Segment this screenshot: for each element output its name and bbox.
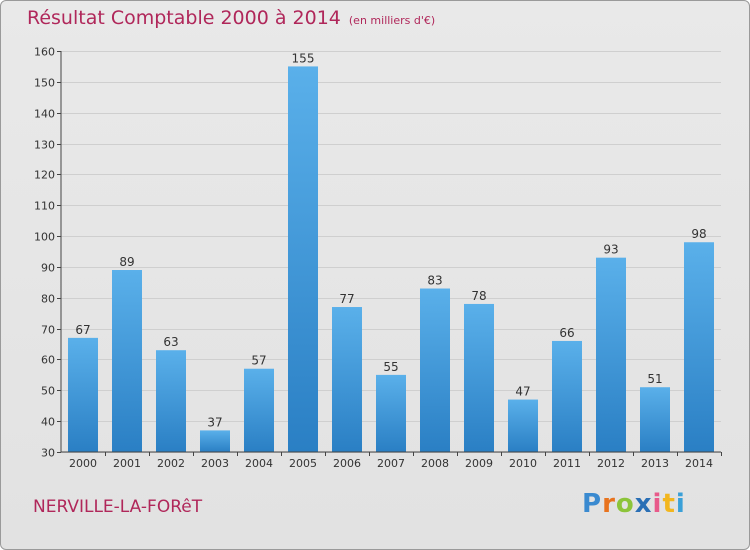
- proxiti-logo: Proxiti: [582, 489, 686, 519]
- chart-title: Résultat Comptable 2000 à 2014 (en millie…: [27, 7, 435, 29]
- data-label-2010: 47: [515, 385, 530, 399]
- data-label-2006: 77: [339, 292, 354, 306]
- x-tick-label: 2012: [597, 457, 625, 470]
- data-label-2000: 67: [75, 323, 90, 337]
- bar-2000: [68, 337, 98, 452]
- y-tick-label: 70: [41, 324, 55, 337]
- y-axis-ticks: 30 40 50 60 70 80 90 100 110 120 130 140 150 160: [34, 46, 61, 460]
- x-tick-label: 2010: [509, 457, 537, 470]
- data-label-2011: 66: [559, 326, 574, 340]
- title-text: Résultat Comptable 2000 à 2014: [27, 7, 341, 29]
- x-tick-label: 2008: [421, 457, 449, 470]
- y-tick-label: 140: [34, 108, 55, 121]
- bar-2005: [288, 66, 318, 452]
- data-label-2007: 55: [383, 360, 398, 374]
- y-tick-label: 160: [34, 46, 55, 59]
- logo-letter: i: [652, 489, 663, 519]
- data-label-2008: 83: [427, 274, 442, 288]
- logo-letter: P: [582, 489, 603, 519]
- bar-2010: [508, 399, 538, 452]
- x-tick-label: 2006: [333, 457, 361, 470]
- bar-2007: [376, 374, 406, 452]
- x-tick-label: 2004: [245, 457, 273, 470]
- x-tick-label: 2014: [685, 457, 713, 470]
- y-tick-label: 150: [34, 77, 55, 90]
- data-label-2014: 98: [691, 227, 706, 241]
- x-tick-label: 2013: [641, 457, 669, 470]
- bar-2011: [552, 340, 582, 452]
- data-label-2002: 63: [163, 335, 178, 349]
- y-tick-label: 30: [41, 447, 55, 460]
- x-tick-label: 2001: [113, 457, 141, 470]
- x-tick-label: 2011: [553, 457, 581, 470]
- data-label-2009: 78: [471, 289, 486, 303]
- data-label-2003: 37: [207, 415, 222, 429]
- data-label-2001: 89: [119, 255, 134, 269]
- bar-2008: [420, 288, 450, 452]
- bar-2009: [464, 303, 494, 452]
- title-unit: (en milliers d'€): [348, 14, 436, 27]
- logo-letter: r: [602, 489, 616, 519]
- x-tick-label: 2002: [157, 457, 185, 470]
- bar-2001: [112, 270, 142, 452]
- logo-letter: x: [634, 489, 653, 519]
- y-tick-label: 40: [41, 416, 55, 429]
- logo-letter: i: [675, 489, 686, 519]
- bar-2006: [332, 307, 362, 452]
- data-label-2013: 51: [647, 372, 662, 386]
- x-tick-label: 2000: [69, 457, 97, 470]
- logo-letter: o: [615, 489, 635, 519]
- logo-letter: t: [662, 489, 676, 519]
- y-tick-label: 130: [34, 139, 55, 152]
- x-tick-label: 2003: [201, 457, 229, 470]
- bar-2002: [156, 350, 186, 452]
- x-tick-label: 2009: [465, 457, 493, 470]
- y-tick-label: 80: [41, 293, 55, 306]
- bar-2014: [684, 242, 714, 452]
- y-tick-label: 60: [41, 354, 55, 367]
- bar-2012: [596, 257, 626, 452]
- data-label-2005: 155: [292, 51, 315, 65]
- bar-2003: [200, 430, 230, 452]
- y-tick-label: 90: [41, 262, 55, 275]
- data-label-2012: 93: [603, 243, 618, 257]
- y-tick-label: 110: [34, 200, 55, 213]
- bar-2013: [640, 387, 670, 452]
- y-tick-label: 50: [41, 385, 55, 398]
- x-axis-ticks: 2000 2001 2002 2003 2004 2005 2006 2007 2008 2009…: [69, 452, 722, 470]
- x-tick-label: 2005: [289, 457, 317, 470]
- town-name: NERVILLE-LA-FORêT: [33, 497, 203, 517]
- x-tick-label: 2007: [377, 457, 405, 470]
- data-label-2004: 57: [251, 354, 266, 368]
- bars: 67 89 63 37 57 155 77 55 83 78 47 66 93 51 98: [68, 51, 714, 452]
- y-tick-label: 120: [34, 169, 55, 182]
- bar-2004: [244, 368, 274, 452]
- y-tick-label: 100: [34, 231, 55, 244]
